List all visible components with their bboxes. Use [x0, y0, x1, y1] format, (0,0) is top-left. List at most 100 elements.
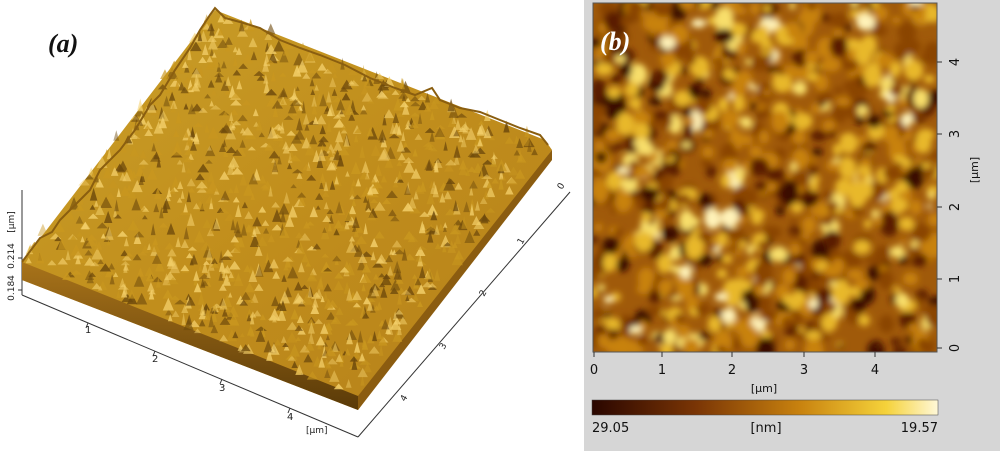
height-blob — [817, 91, 833, 104]
surface-peak — [272, 123, 285, 130]
surface-peak — [148, 289, 156, 295]
surface-peak — [167, 248, 177, 257]
surface-peak — [241, 53, 254, 64]
surface-peak — [513, 149, 521, 156]
surface-peak — [187, 103, 196, 115]
surface-peak — [228, 313, 240, 326]
height-blob — [721, 225, 731, 233]
surface-peak — [220, 254, 232, 261]
surface-peak — [193, 230, 205, 243]
surface-peak — [209, 222, 215, 234]
surface-peak — [331, 88, 338, 96]
surface-peak — [183, 130, 189, 138]
surface-peak — [311, 297, 319, 308]
surface-peak — [307, 322, 315, 334]
height-blob — [836, 97, 850, 106]
surface-peak — [238, 63, 249, 69]
height-blob — [899, 216, 915, 231]
surface-peak — [393, 260, 402, 274]
surface-peak — [271, 158, 277, 163]
height-blob — [832, 104, 847, 124]
surface-peak — [404, 285, 415, 296]
height-blob — [660, 50, 676, 68]
surface-peak — [316, 114, 327, 125]
height-blob — [611, 73, 622, 85]
height-blob — [722, 254, 733, 264]
height-blob — [736, 266, 750, 278]
surface-peak — [279, 226, 290, 238]
surface-peak — [473, 229, 481, 236]
surface-peak — [271, 100, 283, 109]
height-blob — [628, 63, 648, 86]
height-blob — [930, 89, 937, 106]
height-blob — [798, 327, 806, 333]
surface-peak — [198, 319, 206, 327]
surface-peak — [252, 310, 262, 317]
surface-peak — [324, 369, 331, 379]
surface-peak — [185, 167, 192, 174]
surface-peak — [84, 257, 96, 266]
surface-peak — [109, 273, 115, 285]
height-blob — [691, 18, 706, 28]
surface-peak — [182, 156, 193, 163]
surface-peak — [147, 281, 155, 292]
surface-peak — [151, 134, 159, 142]
surface-peak — [414, 278, 422, 286]
height-blob — [925, 304, 937, 328]
surface-peak — [297, 195, 306, 207]
surface-peak — [315, 192, 324, 200]
height-blob — [676, 277, 694, 300]
surface-peak — [255, 264, 264, 277]
surface-peak — [283, 115, 294, 120]
surface-peak — [84, 249, 93, 256]
surface-peak — [311, 95, 317, 107]
x-axis-front: 1 2 3 4 [µm] — [85, 322, 328, 436]
surface-peak — [306, 271, 318, 282]
surface-peak — [54, 236, 62, 242]
surface-peak — [367, 126, 378, 140]
surface-peak — [399, 101, 409, 108]
surface-peak — [117, 230, 128, 237]
surface-peak — [355, 178, 362, 187]
surface-peak — [176, 159, 183, 165]
height-blob — [657, 279, 673, 295]
surface-peak — [180, 239, 189, 248]
height-blob — [594, 223, 603, 232]
height-blob — [890, 197, 909, 213]
height-blob — [867, 265, 880, 282]
surface-peak — [113, 130, 120, 141]
surface-peak — [372, 261, 384, 268]
surface-peak — [424, 127, 436, 133]
surface-peak — [268, 185, 273, 197]
height-map — [593, 3, 937, 352]
surface-peak — [389, 249, 394, 255]
height-blob — [593, 235, 599, 244]
surface-peak — [201, 261, 209, 273]
height-blob — [605, 103, 622, 120]
surface-peak — [237, 344, 244, 351]
surface-peak — [301, 137, 312, 149]
surface-peak — [249, 234, 260, 248]
height-blob — [713, 57, 724, 65]
surface-peak — [63, 207, 75, 220]
surface-peak — [240, 344, 251, 352]
height-blob — [632, 111, 652, 124]
surface-peak — [238, 19, 245, 32]
surface-peak — [316, 155, 324, 168]
surface-peak — [277, 308, 287, 321]
surface-peak — [318, 136, 329, 143]
surface-peak — [481, 174, 493, 179]
surface-peak — [207, 79, 215, 88]
surface-peak — [74, 203, 85, 211]
surface-side-right — [358, 150, 552, 410]
surface-peak — [398, 77, 405, 90]
x-axis-unit: [µm] — [306, 426, 328, 436]
surface-peak — [175, 236, 181, 248]
height-blob — [850, 298, 866, 313]
surface-peak — [230, 218, 236, 231]
surface-peak — [210, 104, 222, 110]
surface-peak — [397, 323, 402, 336]
surface-peak — [345, 170, 350, 177]
surface-peak — [209, 306, 215, 314]
surface-peak — [370, 284, 380, 297]
